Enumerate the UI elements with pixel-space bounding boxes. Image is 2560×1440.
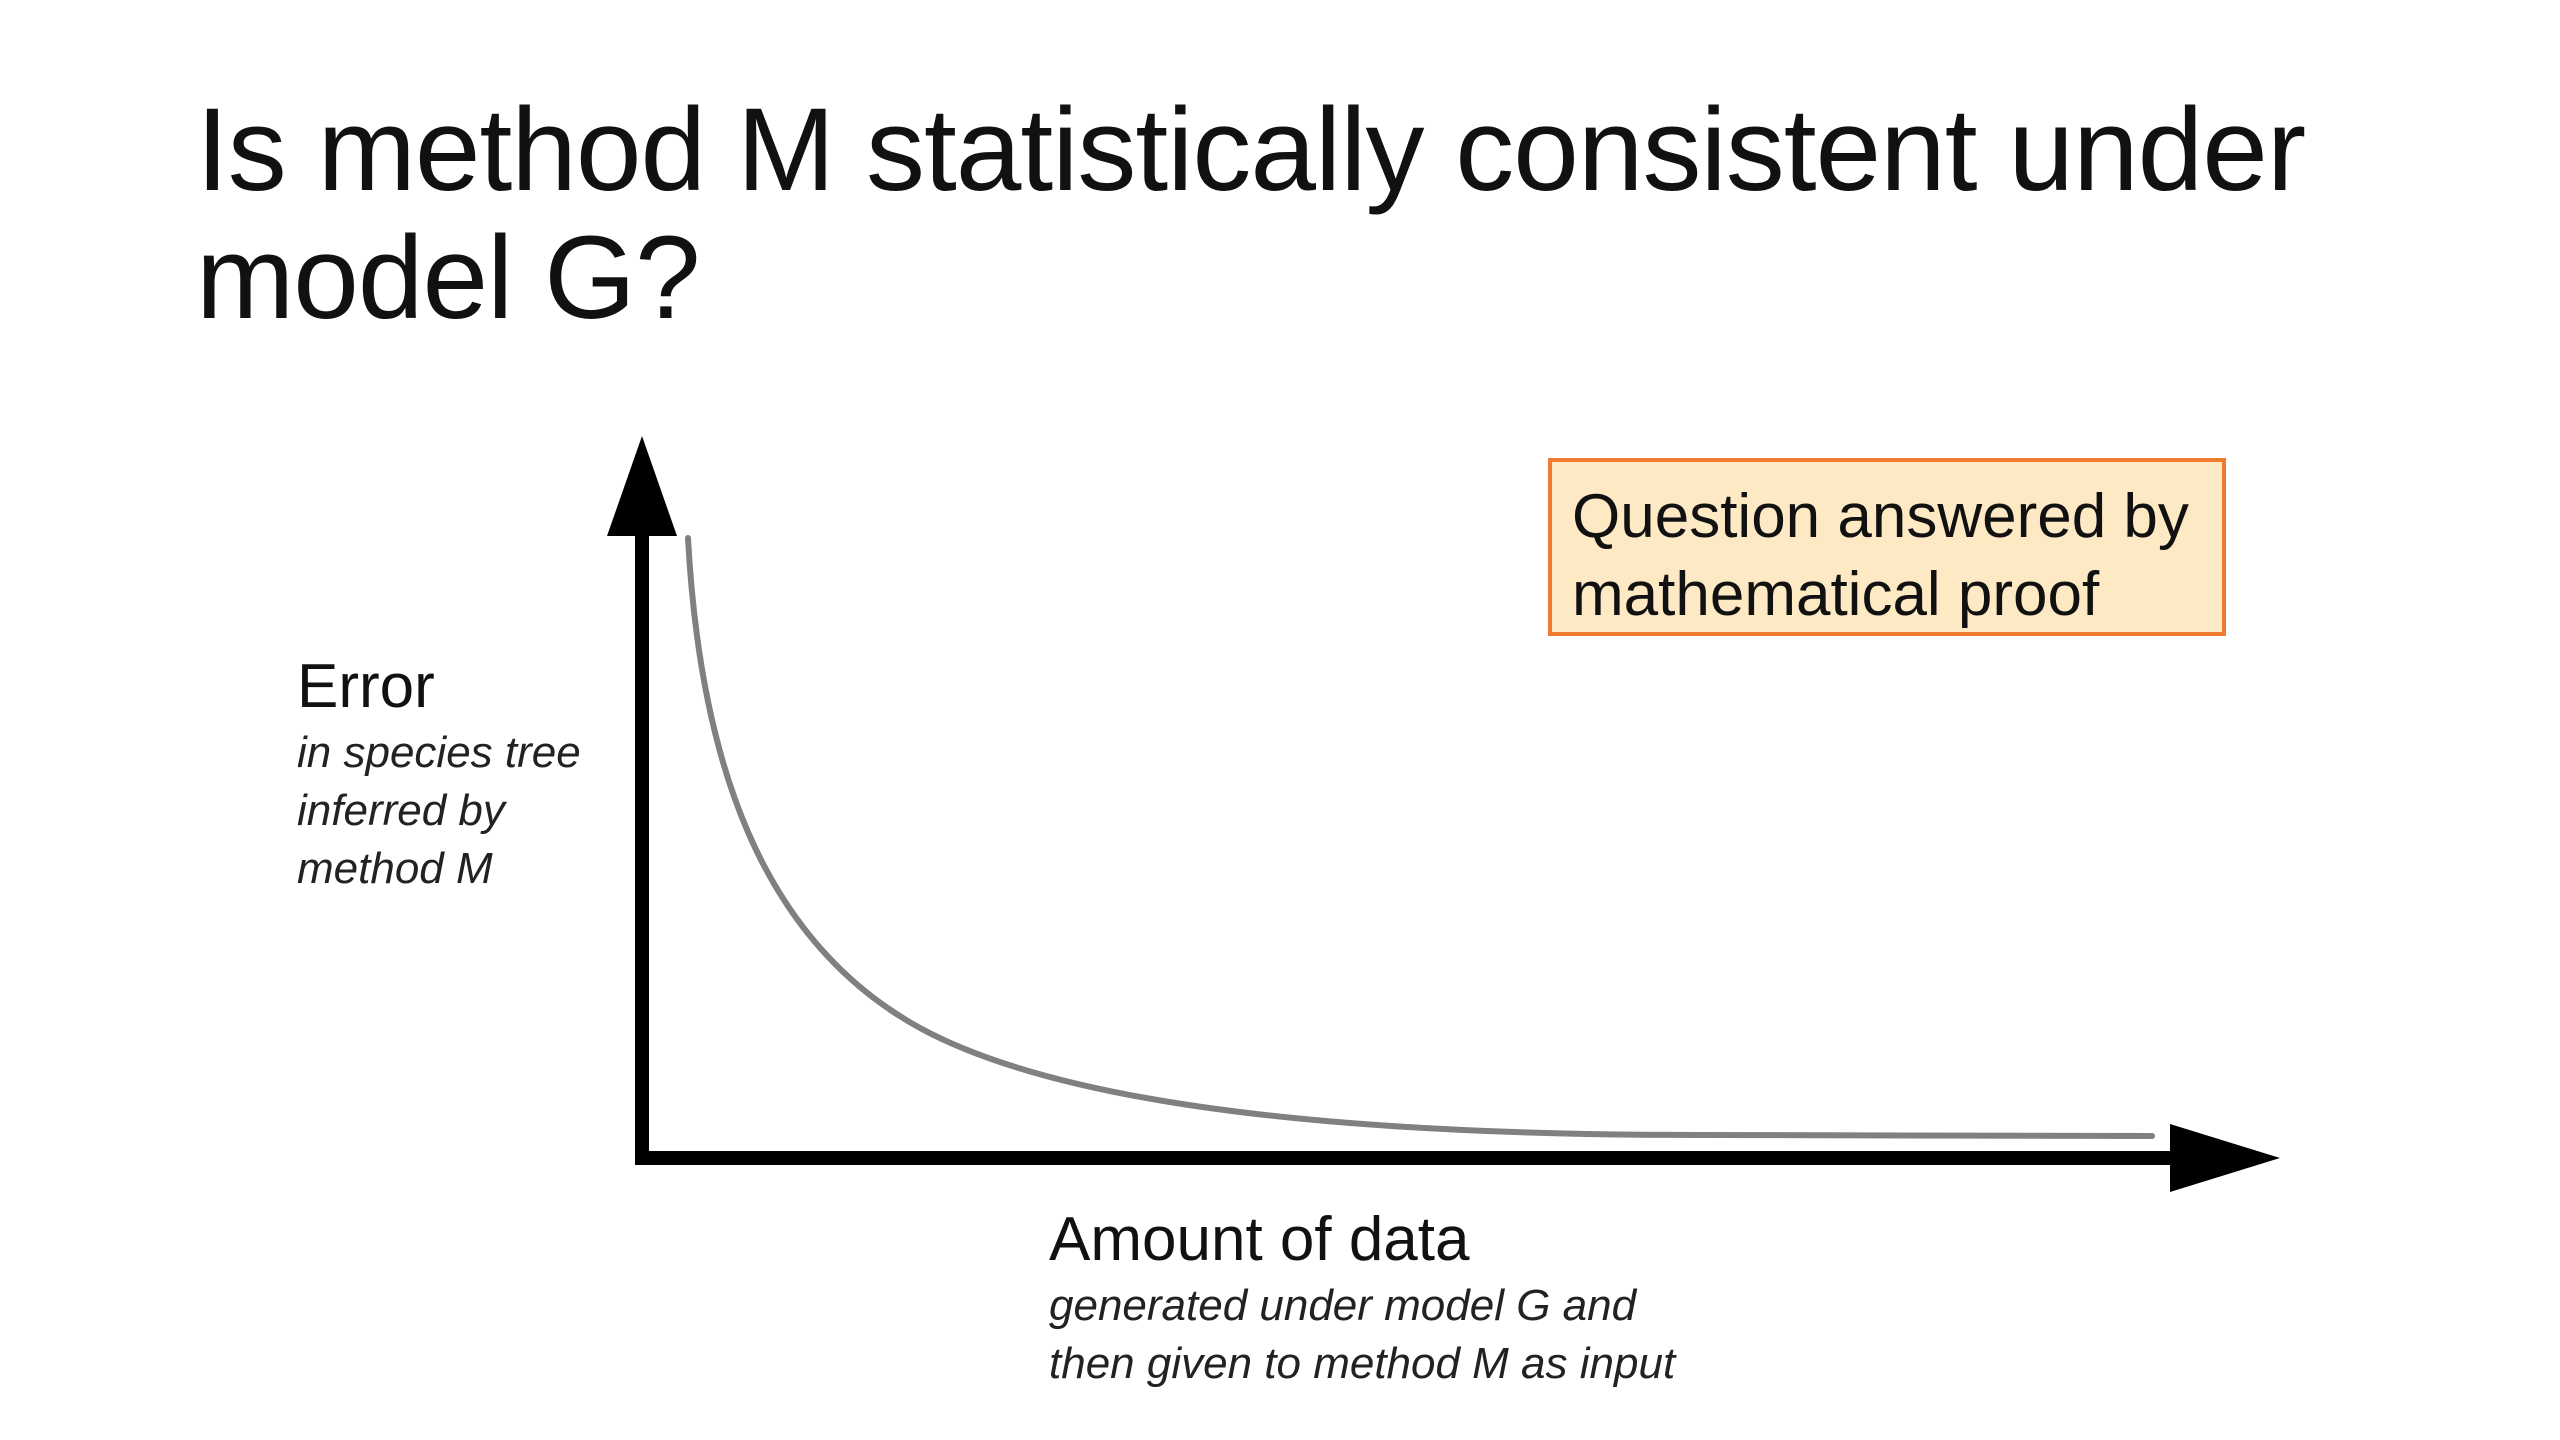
x-axis-subtitle-line-1: generated under model G and (1049, 1281, 1637, 1330)
x-axis-arrowhead (2170, 1124, 2280, 1192)
y-axis-title: Error (297, 652, 435, 721)
x-axis-title: Amount of data (1049, 1205, 1470, 1274)
x-axis-subtitle-line-2: then given to method M as input (1049, 1339, 1676, 1388)
y-axis-subtitle-line-3: method M (297, 844, 493, 893)
y-axis-subtitle-line-1: in species tree (297, 728, 581, 777)
callout-line-2: mathematical proof (1572, 560, 2100, 629)
callout-box: Question answered by mathematical proof (1548, 458, 2226, 636)
slide-title: Is method M statistically consistent und… (196, 86, 2396, 342)
x-axis-label: Amount of data generated under model G a… (1049, 1203, 1949, 1393)
y-axis-subtitle-line-2: inferred by (297, 786, 505, 835)
slide-title-line-1: Is method M statistically consistent und… (196, 84, 2306, 216)
y-axis-arrowhead (607, 436, 677, 536)
y-axis-label: Error in species tree inferred by method… (297, 650, 637, 898)
slide-title-line-2: model G? (196, 212, 701, 344)
callout-line-1: Question answered by (1572, 482, 2189, 551)
error-curve (685, 535, 2155, 1139)
